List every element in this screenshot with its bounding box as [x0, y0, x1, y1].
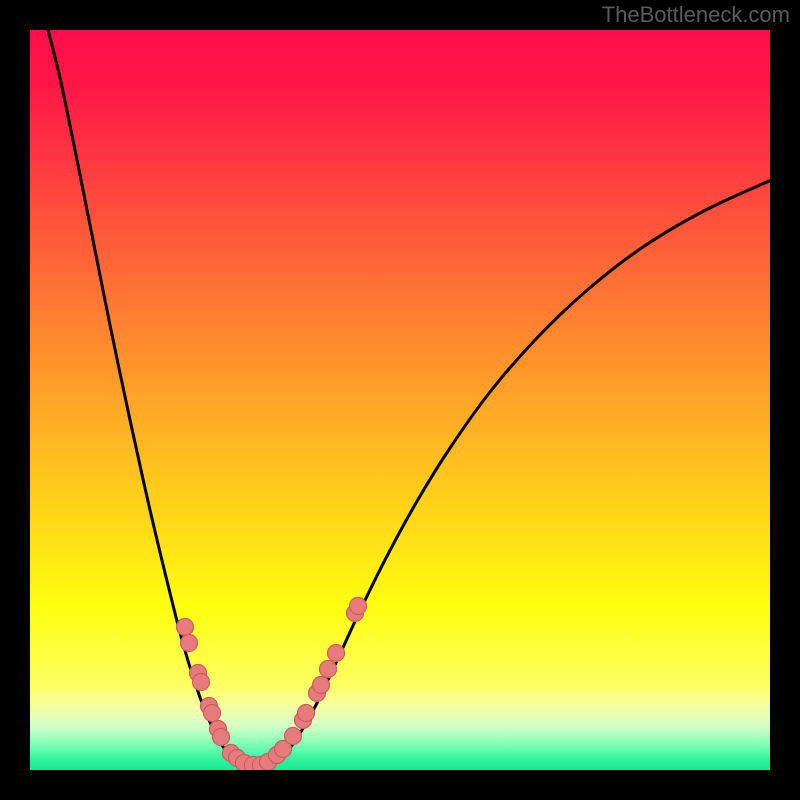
data-marker: [328, 645, 345, 662]
data-marker: [181, 635, 198, 652]
gradient-background: [30, 30, 770, 770]
data-marker: [320, 661, 337, 678]
data-marker: [213, 729, 230, 746]
data-marker: [285, 728, 302, 745]
data-marker: [177, 619, 194, 636]
chart-svg: [0, 0, 800, 800]
data-marker: [298, 705, 315, 722]
data-marker: [204, 705, 221, 722]
data-marker: [193, 674, 210, 691]
data-marker: [350, 598, 367, 615]
chart-stage: TheBottleneck.com: [0, 0, 800, 800]
data-marker: [313, 677, 330, 694]
watermark-text: TheBottleneck.com: [602, 2, 790, 28]
